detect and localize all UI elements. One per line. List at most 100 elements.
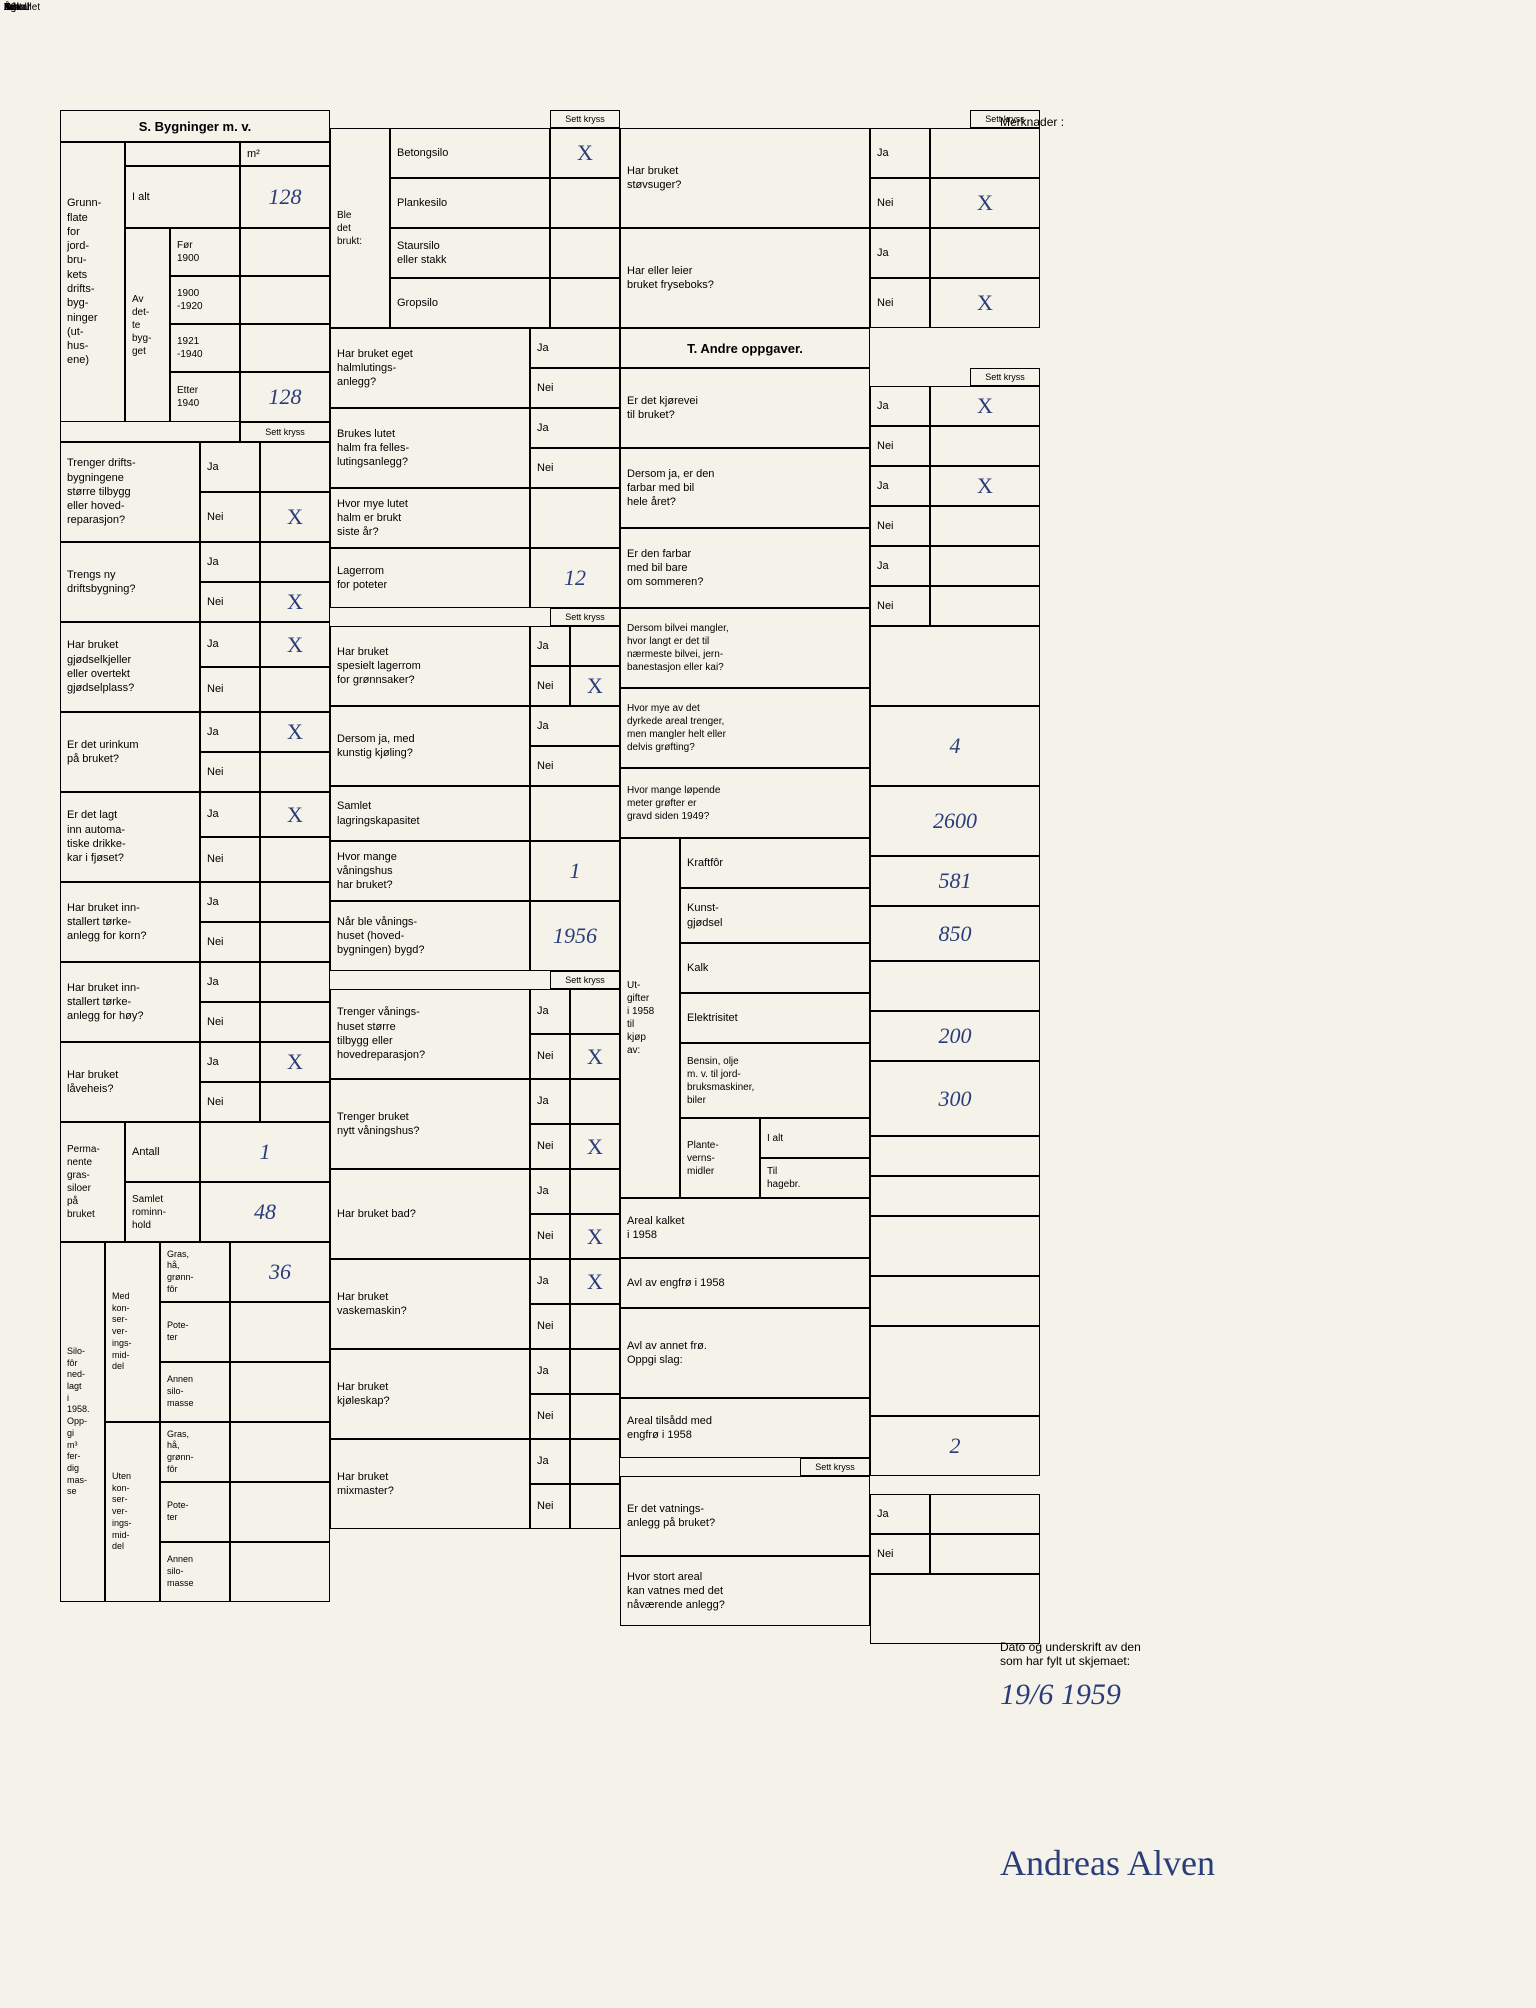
perm-antall-value: 1 (260, 1139, 271, 1165)
fryseboks-nei: X (930, 278, 1040, 328)
column-3: Har bruket støvsuger? Har eller leier br… (620, 110, 870, 1644)
i-alt-label: I alt (125, 166, 240, 228)
vaningshus-tilbygg-nei: X (570, 1034, 620, 1079)
bad-row: Har bruket bad? Ja NeiX (330, 1169, 620, 1259)
laveheis-row: Har bruket låveheis? JaX Nei (60, 1042, 330, 1122)
stovsuger-row: Har bruket støvsuger? (620, 128, 870, 228)
mixmaster-row: Har bruket mixmaster? Ja Nei (330, 1439, 620, 1529)
column-4: Sett kryss Ja NeiX Ja NeiX Sett kryss Ja… (870, 110, 1040, 1644)
vaningshus-antall: 1 (570, 858, 581, 884)
meter-grofter-value: 2600 (933, 808, 977, 834)
vaskemaskin-ja: X (570, 1259, 620, 1304)
sett-kryss-2: Sett kryss (550, 110, 620, 128)
stovsuger-nei: X (930, 178, 1040, 228)
utgifter-label: Ut- gifter i 1958 til kjøp av: (620, 838, 680, 1198)
section-t-title: T. Andre oppgaver. (620, 328, 870, 368)
urinkum-ja: X (260, 712, 330, 752)
grunnflate-block: Grunn- flate for jord- bru- kets drifts-… (60, 142, 330, 422)
laveheis-label: Har bruket låveheis? (60, 1042, 200, 1122)
med-konserv-label: Med kon- ser- ver- ings- mid- del (105, 1242, 160, 1422)
drikkekar-row: Er det lagt inn automa- tiske drikke- ka… (60, 792, 330, 882)
nei-label: Nei (200, 492, 260, 542)
areal-tilsadd-row: Areal tilsådd med engfrø i 1958 (620, 1398, 870, 1458)
samlet-lagring-row: Samlet lagringskapasitet m³ (330, 786, 620, 841)
kunstgjodsel-value: 850 (870, 906, 1040, 961)
grofting-row: Hvor mye av det dyrkede areal trenger, m… (620, 688, 870, 768)
lagerrom-gronn-row: Har bruket spesielt lagerrom for grønnsa… (330, 626, 620, 706)
gjodsel-label: Har bruket gjødselkjeller eller overtekt… (60, 622, 200, 712)
vaskemaskin-row: Har bruket vaskemaskin? JaX Nei (330, 1259, 620, 1349)
drikkekar-label: Er det lagt inn automa- tiske drikke- ka… (60, 792, 200, 882)
kjorevei-row: Er det kjørevei til bruket? (620, 368, 870, 448)
areal-vatnes-row: Hvor stort areal kan vatnes med det nåvæ… (620, 1556, 870, 1626)
torke-korn-row: Har bruket inn- stallert tørke- anlegg f… (60, 882, 330, 962)
form-container: S. Bygninger m. v. Grunn- flate for jord… (60, 110, 1496, 1644)
trenger-drifts-nei: X (260, 492, 330, 542)
trenger-drifts-row: Trenger drifts- bygningene større tilbyg… (60, 442, 330, 542)
column-1: S. Bygninger m. v. Grunn- flate for jord… (60, 110, 330, 1644)
for-1900-label: Før 1900 (170, 228, 240, 276)
column-2: Sett kryss Ble det brukt: BetongsiloX Pl… (330, 110, 620, 1644)
lagerrom-pot-value: 12 (564, 565, 586, 591)
vatningsanlegg-row: Er det vatnings- anlegg på bruket? (620, 1476, 870, 1556)
ja-label: Ja (200, 442, 260, 492)
plantevern-hagebr-value (870, 1176, 1040, 1216)
grofting-value: 4 (950, 733, 961, 759)
kunstig-kjoling-row: Dersom ja, med kunstig kjøling? Ja Nei (330, 706, 620, 786)
vaningshus-antall-row: Hvor mange våningshus har bruket? Antall… (330, 841, 620, 901)
laveheis-ja: X (260, 1042, 330, 1082)
torke-korn-label: Har bruket inn- stallert tørke- anlegg f… (60, 882, 200, 962)
halmluting-row: Har bruket eget halmlutings- anlegg? Ja … (330, 328, 620, 408)
drikkekar-ja: X (260, 792, 330, 837)
for-1900-value (240, 228, 330, 276)
farbar-sommer-row: Er den farbar med bil bare om sommeren? (620, 528, 870, 608)
torke-hoy-row: Har bruket inn- stallert tørke- anlegg f… (60, 962, 330, 1042)
plantevern-ialt-value (870, 1136, 1040, 1176)
betongsilo-x: X (550, 128, 620, 178)
signature-area: Dato og underskrift av den som har fylt … (1000, 1640, 1300, 1884)
lagerrom-gronn-nei: X (570, 666, 620, 706)
nytt-vaningshus-nei: X (570, 1124, 620, 1169)
uten-konserv-label: Uten kon- ser- ver- ings- mid- del (105, 1422, 160, 1602)
elektrisitet-value: 200 (870, 1011, 1040, 1061)
y1921-label: 1921 -1940 (170, 324, 240, 372)
trengs-ny-nei: X (260, 582, 330, 622)
hvor-mye-lutet-row: Hvor mye lutet halm er brukt siste år? T… (330, 488, 620, 548)
dato-value: 19/6 1959 (1000, 1678, 1300, 1712)
silo-gras-med: 36 (269, 1259, 291, 1285)
sett-kryss-1: Sett kryss (240, 422, 330, 442)
trengs-ny-label: Trengs ny driftsbygning? (60, 542, 200, 622)
etter-1940-label: Etter 1940 (170, 372, 240, 422)
kalk-value (870, 961, 1040, 1011)
farbar-aret-ja: X (930, 466, 1040, 506)
ble-det-brukt-block: Ble det brukt: BetongsiloX Plankesilo St… (330, 128, 620, 328)
urinkum-label: Er det urinkum på bruket? (60, 712, 200, 792)
merknader-label: Merknader : (1000, 115, 1064, 129)
nytt-vaningshus-row: Trenger bruket nytt våningshus? Ja NeiX (330, 1079, 620, 1169)
section-s-title: S. Bygninger m. v. (60, 110, 330, 142)
etter-1940-value: 128 (240, 372, 330, 422)
areal-kalket-row: Areal kalket i 1958 (620, 1198, 870, 1258)
lagerrom-pot-row: Lagerrom for poteter m²12 (330, 548, 620, 608)
i-alt-value: 128 (240, 166, 330, 228)
m2-header (125, 142, 240, 166)
vaningshus-bygd-row: Når ble vånings- huset (hoved- bygningen… (330, 901, 620, 971)
meter-grofter-row: Hvor mange løpende meter grøfter er grav… (620, 768, 870, 838)
perm-gras-label: Perma- nente gras- siloer på bruket (60, 1122, 125, 1242)
trenger-drifts-label: Trenger drifts- bygningene større tilbyg… (60, 442, 200, 542)
kjorevei-ja: X (930, 386, 1040, 426)
samlet-rom-label: Samlet rominn- hold (125, 1182, 200, 1242)
gjodsel-row: Har bruket gjødselkjeller eller overtekt… (60, 622, 330, 712)
bilvei-mangler-row: Dersom bilvei mangler, hvor langt er det… (620, 608, 870, 688)
antall-label: Antall (125, 1122, 200, 1182)
silofor-label: Silo- fôr ned- lagt i 1958. Opp- gi m³ f… (60, 1242, 105, 1602)
y1900-value (240, 276, 330, 324)
silofor-block: Silo- fôr ned- lagt i 1958. Opp- gi m³ f… (60, 1242, 330, 1602)
fryseboks-row: Har eller leier bruket fryseboks? (620, 228, 870, 328)
dato-underskrift-label: Dato og underskrift av den som har fylt … (1000, 1640, 1300, 1668)
areal-tilsadd-value: 2 (950, 1433, 961, 1459)
avl-engfro-row: Avl av engfrø i 1958 (620, 1258, 870, 1308)
perm-rom-value: 48 (254, 1199, 276, 1225)
brukes-lutet-row: Brukes lutet halm fra felles- lutingsanl… (330, 408, 620, 488)
avl-annet-fro-row: Avl av annet frø. Oppgi slag: (620, 1308, 870, 1398)
